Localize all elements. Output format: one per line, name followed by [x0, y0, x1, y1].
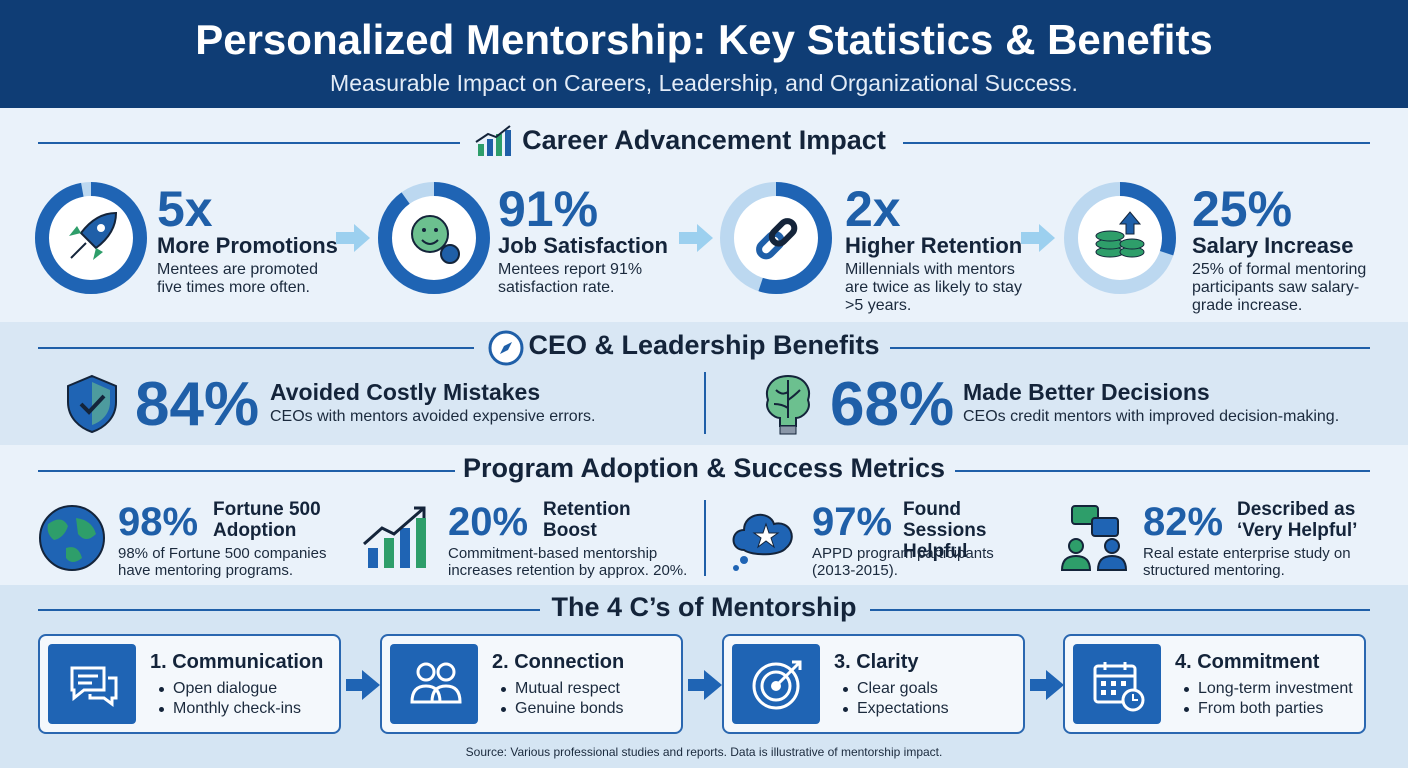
pillar-bullet: Open dialogue	[173, 680, 278, 697]
stat-description: Commitment-based mentorship increases re…	[448, 545, 688, 579]
stat-value: 98%	[118, 500, 199, 544]
section-divider	[704, 500, 706, 576]
stat-label: Made Better Decisions	[963, 379, 1210, 405]
stat-label: Salary Increase	[1192, 233, 1354, 258]
stat-label: More Promotions	[157, 233, 338, 258]
heading-line	[38, 470, 455, 472]
heading-line	[955, 470, 1370, 472]
pillar-bullet: Genuine bonds	[515, 700, 624, 717]
flow-arrow	[336, 224, 370, 252]
stat-label: Found Sessions Helpful	[903, 499, 987, 562]
stat-value: 68%	[830, 370, 955, 439]
pillar-bullet: Monthly check-ins	[173, 700, 302, 717]
pillar-icon-tile	[390, 644, 478, 724]
heading-line	[903, 142, 1370, 144]
chart-icon	[475, 125, 511, 156]
compass-icon	[488, 330, 524, 366]
adoption-icon	[732, 514, 793, 571]
stat-description: CEOs credit mentors with improved decisi…	[963, 408, 1340, 425]
pillar-title: 2. Connection	[492, 651, 625, 673]
flow-arrow	[679, 224, 713, 252]
heading-line	[38, 142, 460, 144]
stat-label: Described as ‘Very Helpful’	[1237, 499, 1358, 541]
pillar-title: 1. Communication	[150, 651, 324, 673]
bullet-dot	[1184, 687, 1189, 692]
pillar-icon	[410, 662, 462, 704]
progress-ring	[1064, 182, 1176, 294]
stat-description: Mentees report 91% satisfaction rate.	[498, 261, 643, 296]
bullet-dot	[501, 707, 506, 712]
stat-label: Higher Retention	[845, 233, 1023, 258]
stat-description: Millennials with mentors are twice as li…	[845, 261, 1022, 314]
stat-value: 5x	[157, 181, 213, 237]
section-heading: The 4 C’s of Mentorship	[551, 592, 857, 622]
stat-description: Mentees are promoted five times more oft…	[157, 261, 318, 296]
flow-arrow	[1021, 224, 1055, 252]
stat-description: APPD program participants (2013-2015).	[812, 545, 994, 579]
stat-description: Real estate enterprise study on structur…	[1143, 545, 1351, 579]
progress-ring	[35, 182, 147, 294]
stat-value: 91%	[498, 181, 599, 237]
stat-label: Job Satisfaction	[498, 233, 668, 258]
bullet-dot	[1184, 707, 1189, 712]
source-note: Source: Various professional studies and…	[465, 745, 943, 759]
section-heading: Career Advancement Impact	[522, 125, 886, 155]
heading-line	[38, 347, 474, 349]
section-heading: CEO & Leadership Benefits	[528, 330, 880, 360]
pillar-bullet: Long-term investment	[1198, 680, 1353, 697]
bullet-dot	[159, 687, 164, 692]
header-band	[0, 0, 1408, 108]
progress-ring	[378, 182, 490, 294]
stat-description: CEOs with mentors avoided expensive erro…	[270, 408, 596, 425]
stat-value: 82%	[1143, 500, 1224, 544]
section-divider	[704, 372, 706, 434]
pillar-icon	[70, 666, 118, 707]
pillar-title: 3. Clarity	[834, 651, 919, 673]
stat-value: 25%	[1192, 181, 1293, 237]
flow-arrow	[1030, 670, 1064, 700]
pillar-bullet: Expectations	[857, 700, 949, 717]
adoption-icon	[39, 505, 105, 571]
bullet-dot	[159, 707, 164, 712]
pillar-title: 4. Commitment	[1175, 651, 1320, 673]
pillar-bullet: From both parties	[1198, 700, 1324, 717]
pillar-bullet: Mutual respect	[515, 680, 620, 697]
pillar-icon	[1093, 662, 1145, 712]
adoption-icon	[1060, 505, 1128, 571]
bullet-dot	[843, 687, 848, 692]
stat-value: 20%	[448, 500, 529, 544]
stat-label: Fortune 500 Adoption	[213, 499, 321, 541]
bullet-dot	[843, 707, 848, 712]
bullet-dot	[501, 687, 506, 692]
heading-line	[870, 609, 1370, 611]
stat-description: 98% of Fortune 500 companies have mentor…	[118, 545, 327, 579]
heading-line	[38, 609, 540, 611]
page-subtitle: Measurable Impact on Careers, Leadership…	[330, 70, 1078, 96]
progress-ring	[720, 182, 832, 294]
stat-value: 97%	[812, 500, 893, 544]
heading-line	[890, 347, 1370, 349]
stat-value: 2x	[845, 181, 901, 237]
pillar-icon	[752, 660, 802, 710]
stat-label: Retention Boost	[543, 499, 631, 541]
stat-value: 84%	[135, 370, 260, 439]
pillar-bullet: Clear goals	[857, 680, 938, 697]
ceo-icon	[766, 374, 810, 435]
adoption-icon	[363, 506, 426, 568]
ceo-icon	[67, 374, 117, 434]
flow-arrow	[688, 670, 722, 700]
section-heading: Program Adoption & Success Metrics	[462, 453, 946, 483]
flow-arrow	[346, 670, 380, 700]
stat-description: 25% of formal mentoring participants saw…	[1192, 261, 1367, 314]
stat-label: Avoided Costly Mistakes	[270, 379, 541, 405]
pillar-icon-tile	[1073, 644, 1161, 724]
page-title: Personalized Mentorship: Key Statistics …	[195, 16, 1213, 63]
